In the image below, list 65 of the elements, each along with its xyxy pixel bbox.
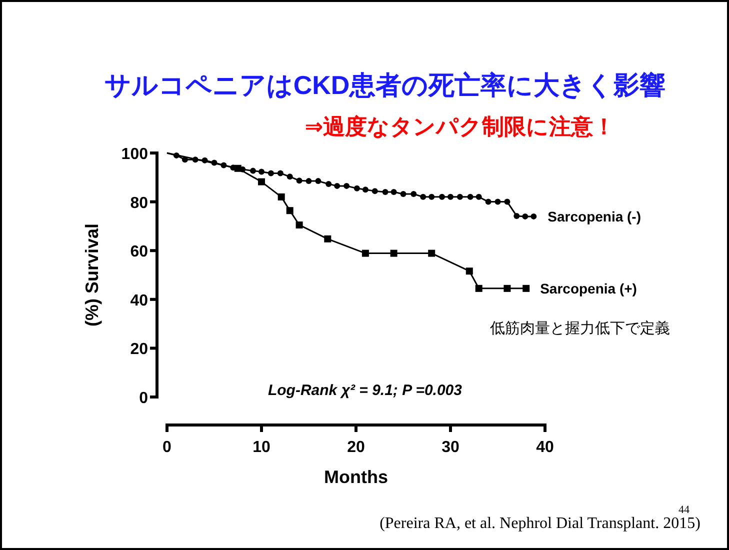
y-tick-label: 40 bbox=[130, 292, 148, 310]
x-tick-label: 10 bbox=[252, 439, 270, 456]
point bbox=[514, 212, 520, 219]
y-axis-title: (%) Survival bbox=[82, 223, 102, 327]
point bbox=[278, 193, 285, 200]
point bbox=[485, 198, 492, 205]
point bbox=[234, 164, 242, 172]
point bbox=[438, 194, 445, 200]
y-tick-label: 80 bbox=[130, 194, 148, 212]
point bbox=[420, 194, 426, 200]
text: (Pereira RA, et al. Nephrol Dial Transplant. 2015) bbox=[380, 515, 700, 532]
point bbox=[382, 189, 388, 196]
point bbox=[456, 194, 463, 200]
point bbox=[390, 189, 397, 196]
point bbox=[390, 250, 398, 257]
point bbox=[475, 284, 482, 292]
point bbox=[286, 207, 294, 214]
point bbox=[334, 182, 340, 189]
point bbox=[362, 186, 368, 193]
x-tick-label: 30 bbox=[442, 439, 460, 456]
chart-subtitle: ⇒過度なタンパク制限に注意！ bbox=[304, 114, 616, 139]
point bbox=[296, 221, 303, 228]
point bbox=[324, 235, 332, 242]
point bbox=[476, 194, 482, 200]
y-tick-label: 20 bbox=[130, 341, 148, 358]
point bbox=[258, 178, 265, 186]
x-tick-label: 20 bbox=[347, 439, 365, 456]
annotation: Log-Rank χ² = 9.1; P =0.003 bbox=[268, 382, 463, 399]
point bbox=[296, 178, 302, 184]
point bbox=[448, 194, 454, 200]
point bbox=[428, 250, 436, 257]
y-tick-label: 60 bbox=[130, 244, 148, 261]
point bbox=[522, 213, 528, 220]
point bbox=[466, 268, 473, 275]
point bbox=[372, 188, 378, 194]
point bbox=[315, 178, 322, 184]
series-label: Sarcopenia (+) bbox=[540, 280, 637, 296]
point bbox=[522, 284, 530, 292]
point bbox=[250, 168, 256, 174]
point bbox=[494, 198, 501, 205]
point bbox=[277, 170, 284, 176]
point bbox=[504, 198, 510, 205]
point bbox=[428, 194, 435, 200]
point bbox=[268, 170, 274, 176]
point bbox=[258, 168, 264, 175]
text: 44 bbox=[678, 504, 690, 516]
point bbox=[306, 178, 312, 184]
point bbox=[467, 194, 474, 200]
x-tick-label: 0 bbox=[162, 439, 172, 456]
annotation: 低筋肉量と握力低下で定義 bbox=[490, 320, 670, 337]
point bbox=[326, 180, 332, 187]
series-label: Sarcopenia (-) bbox=[548, 208, 642, 224]
point bbox=[354, 185, 360, 192]
point bbox=[530, 213, 537, 220]
y-tick-label: 0 bbox=[139, 390, 148, 407]
point bbox=[362, 250, 369, 257]
point bbox=[286, 174, 293, 180]
y-tick-label: 100 bbox=[121, 146, 148, 163]
point bbox=[504, 284, 511, 292]
point bbox=[344, 182, 350, 189]
x-tick-label: 40 bbox=[536, 439, 554, 456]
point bbox=[400, 190, 406, 197]
point bbox=[410, 190, 417, 197]
x-axis-title: Months bbox=[324, 467, 388, 487]
chart-title: サルコペニアはCKD患者の死亡率に大きく影響 bbox=[104, 70, 666, 100]
